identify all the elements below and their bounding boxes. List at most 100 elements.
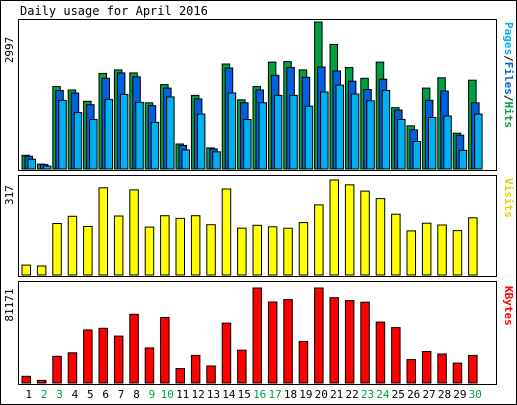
bar-visits-visits-day-14	[221, 188, 232, 276]
bar-kbytes-kbytes-day-14	[221, 322, 232, 384]
day-label-7: 7	[118, 388, 125, 401]
bar-kbytes-kbytes-day-19	[298, 341, 309, 384]
bar-pages-files-hits-pages-day-5	[89, 119, 98, 170]
bar-visits-visits-day-1	[21, 264, 31, 276]
day-label-25: 25	[392, 388, 405, 401]
bar-visits-visits-day-3	[52, 223, 62, 276]
day-label-19: 19	[299, 388, 312, 401]
bar-visits-visits-day-29	[452, 230, 463, 276]
legend-entry-hits: Hits	[502, 102, 515, 129]
bar-kbytes-kbytes-day-12	[190, 354, 201, 384]
bar-pages-files-hits-pages-day-20	[320, 91, 329, 170]
bar-pages-files-hits-pages-day-16	[258, 102, 267, 170]
bar-kbytes-kbytes-day-3	[52, 355, 62, 384]
bar-visits-visits-day-15	[237, 227, 247, 276]
day-label-13: 13	[207, 388, 220, 401]
day-label-4: 4	[72, 388, 79, 401]
bar-visits-visits-day-27	[421, 222, 432, 276]
bar-kbytes-kbytes-day-25	[391, 327, 401, 384]
day-label-16: 16	[253, 388, 266, 401]
bar-kbytes-kbytes-day-23	[360, 301, 370, 384]
bar-pages-files-hits-pages-day-4	[73, 112, 83, 170]
legend-visits: Visits	[502, 178, 515, 218]
bar-kbytes-kbytes-day-29	[452, 362, 463, 384]
day-label-1: 1	[25, 388, 32, 401]
bar-pages-files-hits-pages-day-29	[458, 149, 468, 170]
bar-kbytes-kbytes-day-21	[329, 297, 339, 384]
day-label-24: 24	[376, 388, 390, 401]
legend-entry-separator-3: /	[502, 95, 515, 102]
bar-kbytes-kbytes-day-2	[36, 379, 47, 384]
bar-pages-files-hits-pages-day-1	[27, 158, 36, 170]
bar-pages-files-hits-pages-day-14	[227, 92, 237, 170]
bar-visits-visits-day-2	[36, 265, 47, 276]
day-label-23: 23	[361, 388, 374, 401]
bar-visits-visits-day-7	[113, 215, 124, 276]
max-label-visits: 317	[3, 185, 16, 205]
bar-pages-files-hits-pages-day-7	[119, 93, 129, 170]
day-label-15: 15	[238, 388, 251, 401]
day-label-6: 6	[102, 388, 109, 401]
bar-visits-visits-day-26	[406, 230, 416, 276]
bar-kbytes-kbytes-day-28	[437, 353, 447, 384]
bar-pages-files-hits-pages-day-3	[58, 99, 67, 170]
day-label-2: 2	[41, 388, 48, 401]
bar-kbytes-kbytes-day-7	[113, 335, 124, 384]
bar-kbytes-kbytes-day-30	[468, 354, 478, 384]
bar-visits-visits-day-24	[375, 198, 386, 276]
bar-visits-visits-day-30	[468, 217, 478, 276]
bar-visits-visits-day-5	[83, 226, 93, 276]
bar-kbytes-kbytes-day-1	[21, 375, 31, 384]
bar-pages-files-hits-pages-day-19	[304, 105, 314, 170]
bar-pages-files-hits-pages-day-15	[243, 119, 252, 170]
bar-visits-visits-day-17	[267, 226, 278, 276]
bar-visits-visits-day-22	[344, 184, 355, 276]
legend-kbytes: KBytes	[502, 286, 515, 326]
day-label-26: 26	[407, 388, 420, 401]
bar-pages-files-hits-pages-day-27	[427, 117, 437, 170]
bar-visits-visits-day-23	[360, 190, 370, 276]
bar-kbytes-kbytes-day-18	[283, 299, 293, 384]
bar-kbytes-kbytes-day-26	[406, 359, 416, 384]
bar-pages-files-hits-pages-day-21	[335, 84, 344, 170]
day-label-21: 21	[330, 388, 343, 401]
bar-visits-visits-day-19	[298, 222, 309, 276]
bar-kbytes-kbytes-day-10	[160, 317, 170, 384]
day-label-9: 9	[149, 388, 156, 401]
day-label-8: 8	[133, 388, 140, 401]
legend-entry-kbytes: KBytes	[502, 286, 515, 326]
bar-visits-visits-day-18	[283, 227, 293, 276]
day-label-20: 20	[315, 388, 328, 401]
bar-visits-visits-day-20	[314, 204, 324, 276]
bars-layer	[21, 21, 483, 384]
bar-kbytes-kbytes-day-6	[98, 327, 108, 384]
bar-visits-visits-day-16	[252, 224, 262, 276]
chart-title: Daily usage for April 2016	[20, 4, 208, 18]
bar-kbytes-kbytes-day-16	[252, 287, 262, 384]
panel-frame-kbytes	[18, 281, 497, 385]
bar-pages-files-hits-pages-day-10	[166, 96, 175, 170]
bar-kbytes-kbytes-day-9	[144, 347, 155, 384]
bar-kbytes-kbytes-day-17	[267, 301, 278, 384]
bar-visits-visits-day-12	[190, 215, 201, 276]
bar-pages-files-hits-pages-day-18	[289, 94, 298, 170]
bar-pages-files-hits-pages-day-17	[273, 94, 283, 170]
day-label-14: 14	[222, 388, 236, 401]
legend-entry-separator-1: /	[502, 55, 515, 62]
day-label-12: 12	[191, 388, 204, 401]
legend-entry-pages: Pages	[502, 22, 515, 55]
day-label-11: 11	[176, 388, 189, 401]
bar-kbytes-kbytes-day-4	[67, 352, 78, 384]
bar-pages-files-hits-pages-day-24	[381, 90, 391, 170]
bar-kbytes-kbytes-day-11	[175, 368, 185, 384]
bar-pages-files-hits-pages-day-8	[135, 101, 144, 170]
day-label-10: 10	[161, 388, 174, 401]
bar-pages-files-hits-pages-day-26	[412, 141, 421, 170]
bar-pages-files-hits-pages-day-12	[196, 113, 206, 170]
bar-pages-files-hits-pages-day-11	[181, 149, 190, 170]
panel-frame-visits	[18, 175, 497, 277]
day-label-28: 28	[438, 388, 451, 401]
